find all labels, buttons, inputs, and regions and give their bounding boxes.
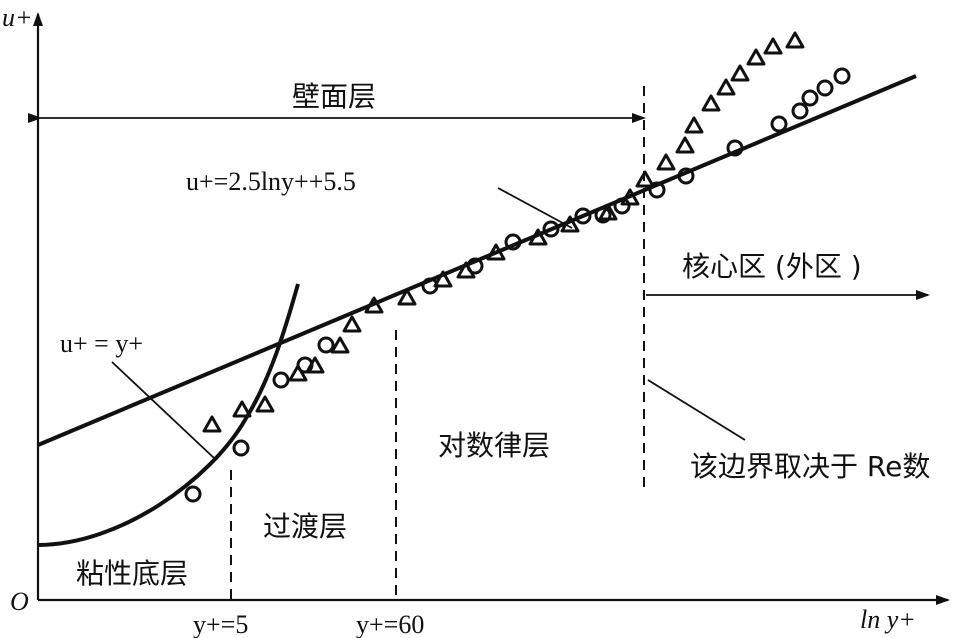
log-law-leader [497,187,573,229]
wall-layer-label: 壁面层 [292,80,376,113]
triangle-marker [202,415,222,433]
linear-law-curve [37,283,300,547]
circle-marker [791,102,809,120]
circle-marker [232,439,250,457]
triangle-markers [202,31,805,433]
circle-marker [574,207,592,225]
triangle-marker [232,400,252,418]
triangle-marker [330,336,350,354]
boundary-note-label: 该边界取决于 Re数 [690,450,930,483]
triangle-marker [730,64,750,82]
core-region-label: 核心区 (外区 ) [682,250,862,283]
triangle-marker [675,136,695,154]
circle-marker [594,206,612,224]
triangle-marker [528,228,548,246]
triangle-marker [635,170,655,188]
triangle-marker [716,78,736,96]
triangle-marker [305,356,325,374]
y60-label: y+=60 [356,610,424,638]
triangle-marker [456,261,476,279]
linear-law-leader [111,361,215,459]
circle-marker [677,167,695,185]
y-axis-label: u+ [2,3,33,32]
circle-marker [816,79,834,97]
triangle-marker [656,153,676,171]
circle-marker [317,336,335,354]
triangle-marker [746,48,766,66]
circle-marker [613,197,631,215]
triangle-marker [342,315,362,333]
circle-marker [833,67,851,85]
origin-label: O [10,587,29,616]
circle-marker [272,371,290,389]
triangle-marker [288,364,308,382]
boundary-note-leader [647,379,746,441]
circle-marker [542,220,560,238]
buffer-layer-label: 过渡层 [263,510,347,543]
log-law-equation: u+=2.5lny++5.5 [186,167,356,196]
triangle-marker [701,94,721,112]
triangle-marker [560,215,580,233]
y5-label: y+=5 [193,610,248,638]
triangle-marker [364,296,384,314]
linear-law-equation: u+ = y+ [60,329,143,358]
triangle-marker [598,203,618,221]
triangle-marker [684,116,704,134]
circle-marker [504,233,522,251]
triangle-marker [620,188,640,206]
triangle-marker [785,31,805,49]
circle-marker [770,115,788,133]
triangle-marker [433,270,453,288]
triangle-marker [763,37,783,55]
circle-marker [184,485,202,503]
viscous-sublayer-label: 粘性底层 [76,557,188,590]
triangle-marker [397,288,417,306]
x-axis-label: ln y+ [860,605,916,634]
triangle-marker [486,243,506,261]
circle-marker [648,181,666,199]
circle-marker [726,139,744,157]
log-layer-label: 对数律层 [438,429,550,462]
triangle-marker [255,395,275,413]
circle-marker [801,89,819,107]
